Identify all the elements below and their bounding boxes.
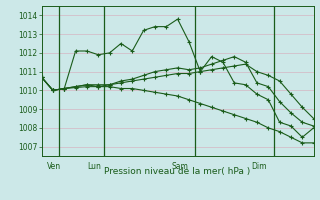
Text: Sam: Sam <box>172 162 189 171</box>
Text: Ven: Ven <box>47 162 61 171</box>
Text: Dim: Dim <box>251 162 267 171</box>
Text: Lun: Lun <box>87 162 101 171</box>
X-axis label: Pression niveau de la mer( hPa ): Pression niveau de la mer( hPa ) <box>104 167 251 176</box>
